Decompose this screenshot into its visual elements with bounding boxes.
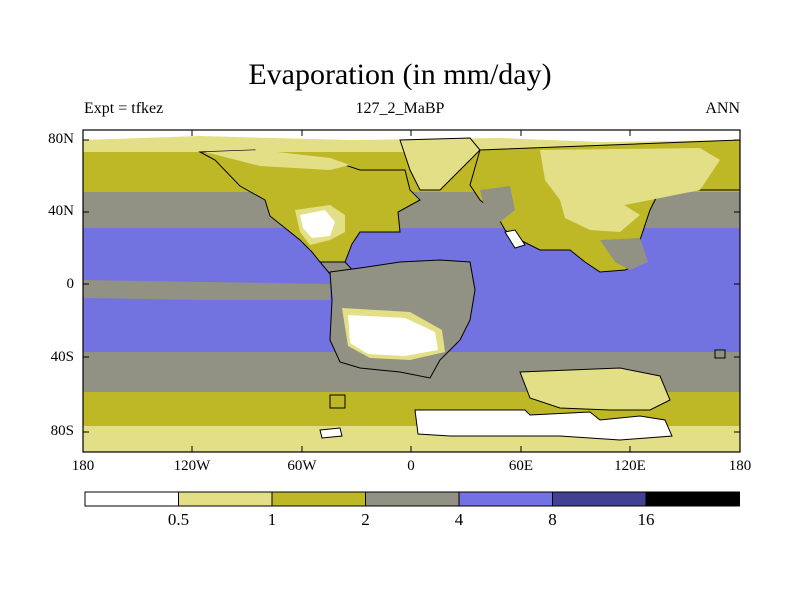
north-america-desert — [300, 210, 335, 238]
greenland — [399, 137, 481, 191]
lat-tick-label-80s: 80S — [50, 423, 74, 439]
india — [600, 238, 648, 270]
lon-tick-label-0: 0 — [407, 458, 415, 474]
lat-tick-label-0: 0 — [66, 276, 75, 292]
europe-grey — [480, 186, 515, 222]
island-east — [714, 349, 726, 359]
lon-tick-label-60w: 60W — [287, 458, 317, 474]
lon-tick-label-120e: 120E — [614, 458, 646, 474]
colorbar-level-label: 1 — [267, 510, 277, 529]
pacific-cold-tongue — [83, 280, 330, 300]
mediterranean-dry — [504, 229, 526, 249]
lon-tick-label-120w: 120W — [173, 458, 211, 474]
season-label: ANN — [705, 100, 740, 117]
experiment-label: Expt = tfkez — [84, 100, 164, 117]
desert-south-core — [348, 315, 438, 356]
colorbar-boxes — [84, 491, 740, 507]
australia-land — [519, 367, 671, 411]
colorbar-box-0 — [84, 491, 179, 507]
colorbar-box-3 — [365, 491, 460, 507]
age-label: 127_2_MaBP — [355, 100, 445, 117]
siberia-dry — [540, 148, 720, 210]
colorbar-box-6 — [645, 491, 740, 507]
lat-tick-label-80n: 80N — [48, 131, 74, 147]
map-title: Evaporation (in mm/day) — [248, 58, 552, 91]
lat-tick-label-40s: 40S — [50, 349, 74, 365]
colorbar-level-label: 0.5 — [167, 510, 190, 529]
antarctica-peninsula — [319, 427, 343, 439]
colorbar-level-label: 8 — [548, 510, 557, 529]
colorbar-level-label: 2 — [361, 510, 370, 529]
colorbar-box-5 — [552, 491, 647, 507]
colorbar-box-2 — [271, 491, 366, 507]
lat-ticks — [83, 139, 740, 433]
colorbar-level-label: 16 — [637, 510, 655, 529]
lon-tick-label-60e: 60E — [508, 458, 534, 474]
island-sw — [329, 394, 346, 409]
lon-tick-label-180w: 180 — [71, 458, 95, 474]
lon-tick-label-180e: 180 — [728, 458, 752, 474]
north-america-north — [205, 150, 350, 170]
lat-tick-label-40n: 40N — [48, 203, 74, 219]
colorbar-box-4 — [458, 491, 553, 507]
colorbar-level-label: 4 — [454, 510, 464, 529]
colorbar-box-1 — [178, 491, 273, 507]
central-asia — [560, 196, 640, 232]
lon-ticks — [82, 130, 741, 452]
antarctica-land — [414, 409, 673, 441]
